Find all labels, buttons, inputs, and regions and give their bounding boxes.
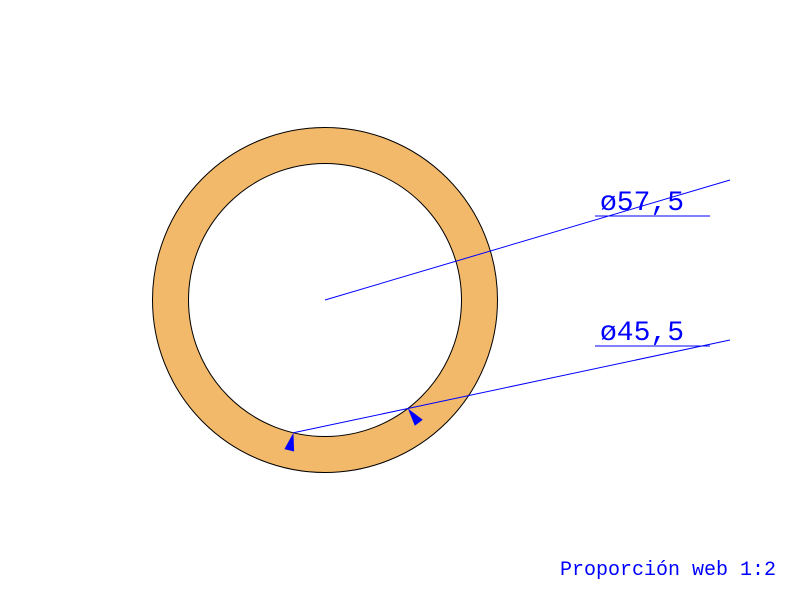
drawing-canvas: ø57,5 ø45,5 Proporción web 1:2 [0, 0, 800, 600]
inner-diameter-dimension-label: ø45,5 [600, 318, 684, 349]
outer-diameter-dimension-label: ø57,5 [600, 188, 684, 219]
outer-diameter-dimension: ø57,5 [325, 180, 730, 300]
inner-diameter-dimension: ø45,5 [284, 318, 730, 451]
scale-note: Proporción web 1:2 [560, 559, 776, 582]
